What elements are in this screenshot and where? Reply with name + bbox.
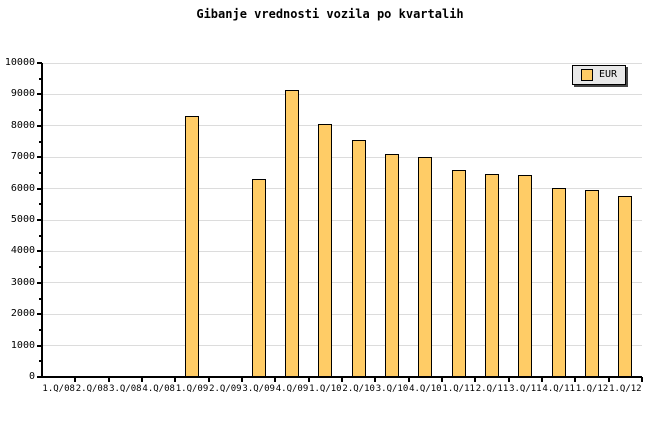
x-axis-tick-label: 1.Q/12 xyxy=(575,384,609,394)
bar-4.Q/10 xyxy=(418,157,433,377)
x-axis-tick-label: 4.Q/09 xyxy=(275,384,309,394)
x-axis-tick xyxy=(474,377,477,382)
gridline xyxy=(42,125,642,127)
bar-2.Q/11 xyxy=(485,173,499,377)
y-axis-tick-label: 2000 xyxy=(10,308,35,320)
legend-label: EUR xyxy=(599,69,618,80)
bar-2.Q/10 xyxy=(351,139,366,377)
x-axis-tick-label: 1.Q/11 xyxy=(442,384,475,394)
x-axis-tick xyxy=(241,377,243,382)
y-axis-minor-tick xyxy=(39,328,42,331)
y-axis-tick-label: 1000 xyxy=(10,339,35,351)
x-axis-tick-label: 1.Q/12 xyxy=(609,384,642,394)
x-axis-tick xyxy=(74,377,77,382)
x-axis-tick-label: 1.Q/10 xyxy=(309,384,342,394)
x-axis-tick xyxy=(107,377,110,382)
y-axis-major-tick xyxy=(37,124,42,127)
y-axis-minor-tick xyxy=(39,297,42,300)
y-axis-minor-tick xyxy=(39,77,42,80)
x-axis-tick xyxy=(374,377,377,382)
bar-1.Q/09 xyxy=(185,116,199,377)
y-axis-major-tick xyxy=(37,187,42,190)
x-axis-tick-label: 4.Q/08 xyxy=(142,384,175,394)
y-axis-major-tick xyxy=(37,219,42,221)
chart-title: Gibanje vrednosti vozila po kvartalih xyxy=(196,7,464,21)
x-axis-tick xyxy=(141,377,143,382)
x-axis-tick-label: 2.Q/11 xyxy=(475,384,509,394)
x-axis-tick-label: 4.Q/11 xyxy=(542,384,575,394)
y-axis-tick-label: 0 xyxy=(28,371,35,382)
gridline xyxy=(42,219,642,221)
x-axis-tick xyxy=(441,377,443,382)
y-axis-minor-tick xyxy=(39,203,42,206)
x-axis-tick-label: 3.Q/09 xyxy=(242,384,275,394)
y-axis-tick-label: 6000 xyxy=(10,182,35,194)
gridline xyxy=(42,188,642,190)
gridline xyxy=(42,282,642,284)
x-axis-tick-label: 2.Q/08 xyxy=(75,384,109,394)
y-axis-major-tick xyxy=(37,250,42,253)
x-axis-tick-label: 3.Q/11 xyxy=(509,384,542,394)
x-axis-tick xyxy=(341,377,343,382)
gridline xyxy=(42,156,642,158)
y-axis-line xyxy=(41,63,43,377)
x-axis-tick xyxy=(607,377,610,382)
y-axis-minor-tick xyxy=(39,140,42,143)
x-axis-tick xyxy=(541,377,543,382)
y-axis-major-tick xyxy=(37,344,42,347)
x-axis-tick-label: 2.Q/09 xyxy=(209,384,242,394)
x-axis-tick xyxy=(574,377,577,382)
legend-swatch-eur xyxy=(581,69,593,81)
x-axis-tick xyxy=(307,377,310,382)
gridline xyxy=(42,250,642,252)
gridline xyxy=(42,345,642,347)
y-axis-minor-tick xyxy=(39,234,42,237)
y-axis-minor-tick xyxy=(39,266,42,269)
y-axis-tick-label: 7000 xyxy=(10,151,35,163)
y-axis-major-tick xyxy=(37,156,42,159)
x-axis-tick-label: 3.Q/10 xyxy=(375,384,409,394)
x-axis-tick xyxy=(207,377,210,382)
gridline xyxy=(42,93,642,95)
y-axis-tick-label: 5000 xyxy=(10,214,35,225)
y-axis-major-tick xyxy=(37,281,42,284)
x-axis-tick-label: 1.Q/08 xyxy=(42,384,75,394)
y-axis-tick-label: 3000 xyxy=(10,276,35,288)
y-axis-tick-label: 4000 xyxy=(10,245,35,257)
bar-4.Q/11 xyxy=(551,187,566,377)
x-axis-tick-label: 3.Q/08 xyxy=(109,384,142,394)
bar-1.Q/12 xyxy=(585,189,599,377)
x-axis-tick xyxy=(407,377,410,382)
x-axis-tick xyxy=(274,377,277,382)
y-axis-major-tick xyxy=(37,313,42,316)
gridline xyxy=(42,62,642,64)
legend: EUR xyxy=(572,65,627,85)
x-axis-tick xyxy=(641,377,643,382)
y-axis-major-tick xyxy=(37,376,42,378)
bar-3.Q/09 xyxy=(251,179,266,377)
bar-3.Q/11 xyxy=(518,175,533,377)
bar-1.Q/11 xyxy=(451,169,466,377)
x-axis-tick-label: 4.Q/10 xyxy=(409,384,442,394)
y-axis-tick-label: 9000 xyxy=(10,88,35,100)
y-axis-minor-tick xyxy=(39,171,42,174)
bar-4.Q/09 xyxy=(285,89,299,377)
bar-3.Q/10 xyxy=(385,154,399,377)
y-axis-tick-label: 10000 xyxy=(4,57,35,68)
y-axis-tick-label: 8000 xyxy=(10,119,35,131)
x-axis-tick xyxy=(174,377,177,382)
y-axis-minor-tick xyxy=(39,109,42,112)
x-axis-tick xyxy=(507,377,510,382)
x-axis-tick-label: 1.Q/09 xyxy=(175,384,209,394)
bar-1.Q/12 xyxy=(618,196,633,377)
bar-1.Q/10 xyxy=(318,124,333,377)
y-axis-minor-tick xyxy=(39,360,42,363)
y-axis-major-tick xyxy=(37,93,42,96)
y-axis-major-tick xyxy=(37,62,42,64)
x-axis-tick-label: 2.Q/10 xyxy=(342,384,375,394)
gridline xyxy=(42,313,642,315)
